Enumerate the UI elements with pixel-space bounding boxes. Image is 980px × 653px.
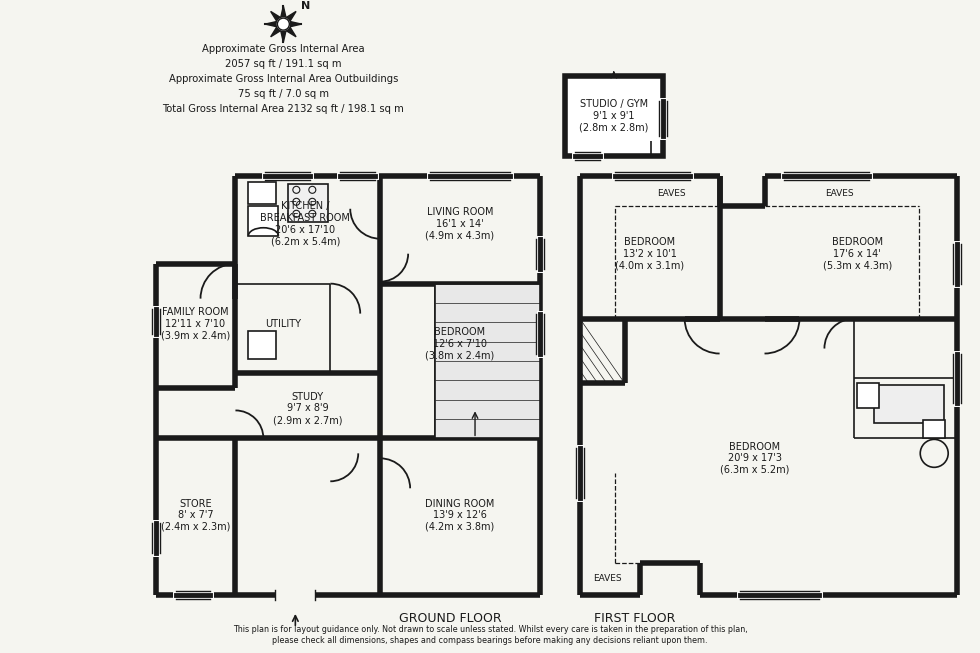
Text: BEDROOM
12'6 x 7'10
(3.8m x 2.4m): BEDROOM 12'6 x 7'10 (3.8m x 2.4m) [425, 327, 495, 360]
Text: EAVES: EAVES [658, 189, 686, 199]
Bar [248, 206, 278, 236]
Text: N: N [301, 1, 310, 11]
Text: EAVES: EAVES [594, 573, 622, 582]
Text: Approximate Gross Internal Area: Approximate Gross Internal Area [202, 44, 365, 54]
Text: EAVES: EAVES [825, 189, 854, 199]
Circle shape [277, 18, 289, 30]
Text: FIRST FLOOR: FIRST FLOOR [594, 612, 675, 624]
Text: BEDROOM
17'6 x 14'
(5.3m x 4.3m): BEDROOM 17'6 x 14' (5.3m x 4.3m) [823, 237, 892, 270]
Text: BEDROOM
13'2 x 10'1
(4.0m x 3.1m): BEDROOM 13'2 x 10'1 (4.0m x 3.1m) [615, 237, 684, 270]
Bar [564, 76, 662, 156]
Bar [858, 383, 879, 408]
Text: STUDIO / GYM
9'1 x 9'1
(2.8m x 2.8m): STUDIO / GYM 9'1 x 9'1 (2.8m x 2.8m) [579, 99, 649, 133]
Text: BEDROOM
20'9 x 17'3
(6.3m x 5.2m): BEDROOM 20'9 x 17'3 (6.3m x 5.2m) [720, 441, 789, 475]
Bar [435, 283, 540, 438]
Text: 75 sq ft / 7.0 sq m: 75 sq ft / 7.0 sq m [238, 89, 329, 99]
Bar [874, 385, 944, 423]
Text: KITCHEN /
BREAKFAST ROOM
20'6 x 17'10
(6.2m x 5.4m): KITCHEN / BREAKFAST ROOM 20'6 x 17'10 (6… [261, 201, 350, 246]
Bar [248, 182, 276, 204]
Text: 2057 sq ft / 191.1 sq m: 2057 sq ft / 191.1 sq m [225, 59, 342, 69]
Bar [923, 421, 945, 438]
Text: FAMILY ROOM
12'11 x 7'10
(3.9m x 2.4m): FAMILY ROOM 12'11 x 7'10 (3.9m x 2.4m) [161, 307, 230, 340]
Bar [248, 330, 276, 358]
Bar [288, 184, 328, 222]
Text: STORE
8' x 7'7
(2.4m x 2.3m): STORE 8' x 7'7 (2.4m x 2.3m) [161, 499, 230, 532]
Text: LIVING ROOM
16'1 x 14'
(4.9m x 4.3m): LIVING ROOM 16'1 x 14' (4.9m x 4.3m) [425, 207, 495, 240]
Text: This plan is for layout guidance only. Not drawn to scale unless stated. Whilst : This plan is for layout guidance only. N… [232, 626, 748, 645]
Text: STUDY
9'7 x 8'9
(2.9m x 2.7m): STUDY 9'7 x 8'9 (2.9m x 2.7m) [272, 392, 342, 425]
Text: DINING ROOM
13'9 x 12'6
(4.2m x 3.8m): DINING ROOM 13'9 x 12'6 (4.2m x 3.8m) [425, 499, 495, 532]
Text: GROUND FLOOR: GROUND FLOOR [399, 612, 502, 624]
Text: Approximate Gross Internal Area Outbuildings: Approximate Gross Internal Area Outbuild… [169, 74, 398, 84]
Text: UTILITY: UTILITY [266, 319, 302, 328]
Text: Total Gross Internal Area 2132 sq ft / 198.1 sq m: Total Gross Internal Area 2132 sq ft / 1… [163, 104, 404, 114]
Polygon shape [266, 6, 301, 42]
